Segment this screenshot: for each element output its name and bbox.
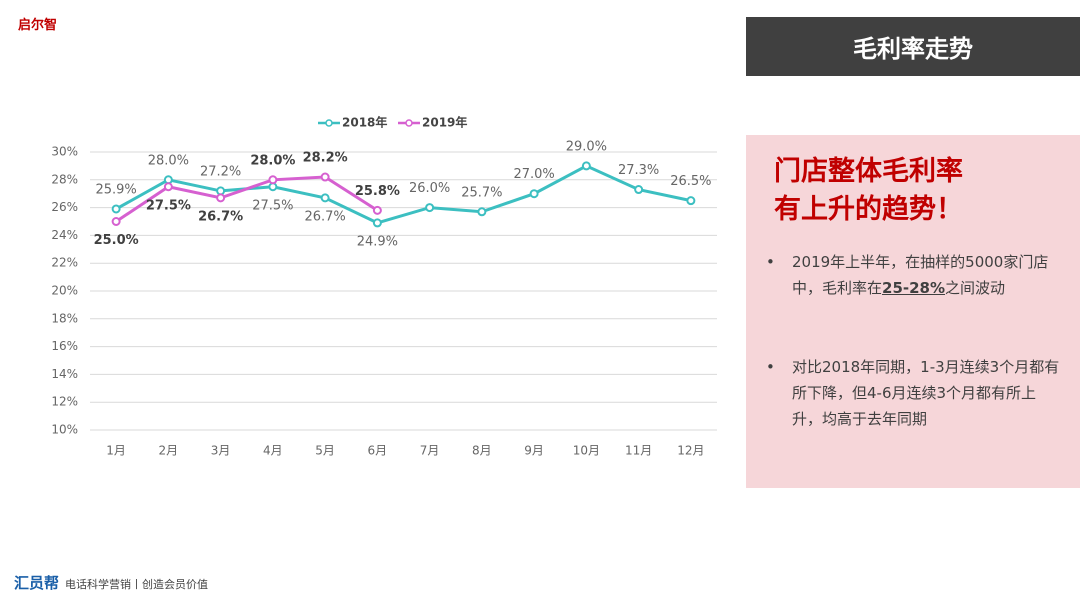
legend-marker bbox=[405, 119, 413, 127]
x-tick-label: 10月 bbox=[573, 444, 600, 458]
point bbox=[686, 196, 696, 206]
footer-slogan: 电话科学营销丨创造会员价值 bbox=[65, 578, 209, 591]
y-tick-label: 22% bbox=[51, 256, 78, 270]
data-label: 26.0% bbox=[409, 181, 450, 196]
bullet-marker: • bbox=[766, 358, 775, 376]
point bbox=[320, 172, 330, 182]
y-tick-label: 10% bbox=[51, 423, 78, 437]
point bbox=[216, 193, 226, 203]
footer-brand: 汇员帮 bbox=[14, 574, 60, 592]
point bbox=[372, 218, 382, 228]
bullet-text: 对比2018年同期，1-3月连续3个月都有所下降，但4-6月连续3个月都有所上升… bbox=[792, 358, 1060, 428]
bullet: • 对比2018年同期，1-3月连续3个月都有所下降，但4-6月连续3个月都有所… bbox=[766, 354, 1066, 432]
data-label: 28.2% bbox=[303, 151, 348, 166]
legend-label: 2018年 bbox=[342, 115, 387, 130]
point bbox=[581, 161, 591, 171]
x-tick-label: 4月 bbox=[263, 444, 283, 458]
x-tick-label: 6月 bbox=[368, 444, 388, 458]
x-tick-label: 1月 bbox=[106, 444, 126, 458]
point bbox=[163, 182, 173, 192]
headline-line: 有上升的趋势！ bbox=[774, 194, 963, 225]
data-label: 27.0% bbox=[513, 167, 554, 182]
panel-header: 毛利率走势 bbox=[746, 17, 1080, 76]
data-label: 24.9% bbox=[357, 234, 398, 249]
data-label: 25.0% bbox=[94, 233, 139, 248]
data-label: 26.7% bbox=[304, 209, 345, 224]
y-tick-label: 14% bbox=[51, 367, 78, 381]
legend-marker bbox=[325, 119, 333, 127]
x-tick-label: 5月 bbox=[315, 444, 335, 458]
legend-label: 2019年 bbox=[422, 115, 467, 130]
data-label: 28.0% bbox=[148, 153, 189, 168]
point bbox=[477, 207, 487, 217]
y-tick-label: 18% bbox=[51, 311, 78, 325]
footer: 汇员帮 电话科学营销丨创造会员价值 bbox=[14, 572, 208, 593]
x-tick-label: 8月 bbox=[472, 444, 492, 458]
x-tick-label: 11月 bbox=[625, 444, 652, 458]
series-line bbox=[115, 164, 692, 225]
headline-line: 门店整体毛利率 bbox=[774, 156, 963, 187]
chart: 10% 12% 14% 16% 18% 20% 22% 24% 26% 28% 30% 1月 2月 3月 4… bbox=[51, 115, 717, 458]
y-tick-label: 20% bbox=[51, 284, 78, 298]
data-label: 25.7% bbox=[461, 185, 502, 200]
y-tick-label: 30% bbox=[51, 145, 78, 159]
data-label: 27.2% bbox=[200, 164, 241, 179]
x-tick-label: 7月 bbox=[420, 444, 440, 458]
series-line bbox=[115, 175, 379, 223]
bullet: • 2019年上半年，在抽样的5000家门店中，毛利率在25-28%之间波动 bbox=[766, 249, 1066, 301]
logo: 启尔智 bbox=[18, 18, 58, 33]
x-tick-label: 12月 bbox=[677, 444, 704, 458]
data-label: 27.3% bbox=[618, 163, 659, 178]
x-tick-label: 2月 bbox=[159, 444, 179, 458]
panel: 门店整体毛利率 有上升的趋势！ • 2019年上半年，在抽样的5000家门店中，… bbox=[746, 135, 1080, 488]
x-tick-label: 9月 bbox=[524, 444, 544, 458]
y-tick-label: 26% bbox=[51, 200, 78, 214]
text: 之间波动 bbox=[945, 279, 1006, 297]
data-label: 27.5% bbox=[146, 198, 191, 213]
data-label: 26.7% bbox=[198, 209, 243, 224]
point bbox=[268, 175, 278, 185]
data-label: 27.5% bbox=[252, 198, 293, 213]
point bbox=[111, 217, 121, 226]
data-label: 25.9% bbox=[95, 182, 136, 197]
y-tick-label: 16% bbox=[51, 339, 78, 353]
y-tick-label: 12% bbox=[51, 395, 78, 409]
y-tick-label: 28% bbox=[51, 172, 78, 186]
x-tick-label: 3月 bbox=[211, 444, 231, 458]
highlight: 25-28% bbox=[882, 279, 946, 297]
point bbox=[320, 193, 330, 203]
text: 2019年上半年，在抽样的5000家门店中，毛利率在 bbox=[792, 253, 1049, 297]
point bbox=[425, 203, 435, 213]
point bbox=[634, 185, 644, 195]
bullet-text: 2019年上半年，在抽样的5000家门店中，毛利率在25-28%之间波动 bbox=[792, 249, 1062, 301]
headline: 门店整体毛利率 有上升的趋势！ bbox=[774, 153, 963, 229]
data-label: 28.0% bbox=[250, 153, 295, 168]
y-tick-label: 24% bbox=[51, 228, 78, 242]
bullet-marker: • bbox=[766, 253, 775, 271]
data-label: 25.8% bbox=[355, 184, 400, 199]
point bbox=[529, 189, 539, 199]
data-label: 29.0% bbox=[566, 139, 607, 154]
point bbox=[372, 205, 382, 215]
point bbox=[111, 204, 121, 214]
data-label: 26.5% bbox=[670, 174, 711, 189]
